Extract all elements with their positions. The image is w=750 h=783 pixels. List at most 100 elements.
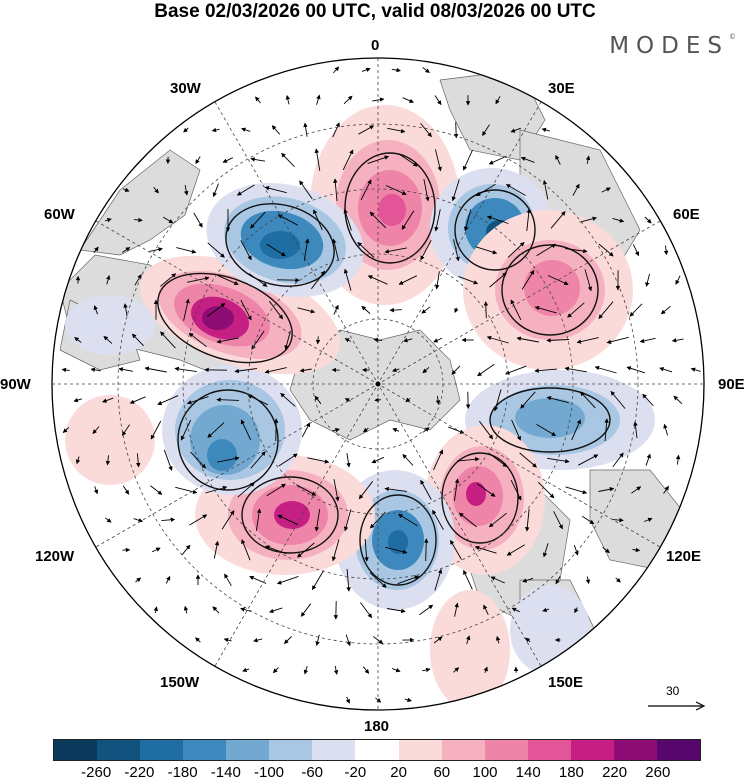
modes-logo: MODES© (609, 33, 736, 59)
wind-vector (217, 456, 240, 463)
wind-vector (542, 179, 549, 200)
wind-vector (405, 397, 411, 403)
wind-vector (434, 95, 442, 106)
wind-vector (660, 305, 671, 315)
lon-label-180: 180 (364, 718, 390, 735)
map-title: Base 02/03/2026 00 UTC, valid 08/03/2026… (154, 1, 596, 22)
wind-vector (632, 547, 641, 553)
wind-vector (343, 268, 352, 291)
wind-vector (240, 607, 252, 612)
wind-vector (536, 243, 557, 257)
wind-vector (612, 452, 624, 468)
wind-vector (585, 576, 591, 585)
lon-label-30w: 30W (170, 80, 201, 97)
lon-label-120e: 120E (666, 548, 702, 565)
wind-vector (402, 97, 414, 103)
wind-vector (276, 575, 299, 585)
wind-vector (490, 576, 505, 584)
wind-vector (129, 396, 146, 404)
colorbar-swatch (140, 740, 184, 760)
wind-vector (511, 607, 520, 613)
wind-vector (342, 149, 354, 171)
wind-vector (75, 456, 81, 465)
wind-vector (104, 218, 112, 223)
wind-vector (133, 217, 143, 223)
wind-vector (301, 422, 311, 438)
wind-vector (161, 517, 176, 522)
wind-vector (357, 241, 375, 258)
wind-vector (423, 179, 430, 202)
wind-vector (525, 509, 530, 532)
wind-vector (547, 275, 569, 286)
wind-vector (433, 636, 443, 644)
wind-vector (346, 453, 351, 468)
wind-vector (615, 577, 621, 583)
wind-vector (361, 67, 371, 72)
wind-vector (188, 332, 207, 348)
wind-vector (153, 186, 159, 194)
wind-vector (360, 179, 372, 201)
wind-vector (183, 605, 189, 614)
wind-vector (398, 153, 418, 167)
wind-vector (522, 577, 534, 583)
wind-vector (90, 367, 101, 373)
wind-vector (537, 481, 555, 499)
wind-vector (507, 241, 525, 258)
wind-vector (475, 246, 498, 255)
wind-vector (457, 457, 480, 462)
wind-vector (458, 275, 479, 285)
wind-vector (506, 544, 525, 556)
wind-vector (659, 367, 673, 373)
wind-vector (358, 481, 374, 500)
wind-vector (520, 156, 535, 163)
wind-vector (93, 246, 99, 254)
wind-vector (565, 486, 588, 495)
wind-vector (213, 540, 220, 559)
wind-vector (423, 538, 429, 562)
colorbar-swatch (54, 740, 98, 760)
wind-vector (420, 240, 432, 261)
wind-vector (594, 365, 617, 374)
wind-vector (312, 570, 324, 591)
wind-vector (675, 454, 681, 465)
wind-vector (333, 304, 339, 315)
wind-vector (266, 243, 286, 257)
wind-vector (193, 212, 203, 228)
wind-vector (598, 487, 615, 492)
colorbar-swatch (656, 740, 700, 760)
wind-vector (525, 637, 531, 643)
wind-vector (534, 368, 558, 373)
wind-vector (150, 420, 162, 440)
wind-vector (358, 125, 375, 135)
wind-vector (217, 275, 239, 285)
contour-layer (157, 152, 611, 586)
wind-vector (458, 512, 477, 528)
wind-vector (280, 392, 296, 407)
wind-vector (255, 508, 262, 531)
wind-vector (504, 365, 527, 375)
wind-vector (542, 607, 550, 613)
wind-vector (404, 697, 412, 703)
lon-label-0: 0 (371, 37, 380, 54)
wind-vector (516, 336, 539, 343)
wind-vector (453, 667, 460, 673)
wind-vector (160, 331, 176, 349)
wind-vector (567, 302, 585, 318)
wind-vector (673, 395, 683, 405)
wind-vector (102, 397, 114, 403)
wind-vectors (61, 66, 701, 704)
wind-vector (174, 366, 197, 373)
wind-vector (626, 366, 646, 374)
wind-vector (433, 449, 443, 471)
wind-vector (671, 338, 684, 343)
wind-vector (421, 306, 431, 314)
wind-vector (397, 575, 420, 585)
wind-vector (462, 149, 473, 171)
wind-vector (663, 423, 669, 436)
wind-vector (612, 517, 624, 523)
colorbar-tick-label: -20 (344, 764, 367, 781)
wind-vector (585, 155, 591, 164)
colorbar-tick-label: 180 (558, 764, 584, 781)
wind-vector (103, 335, 113, 344)
